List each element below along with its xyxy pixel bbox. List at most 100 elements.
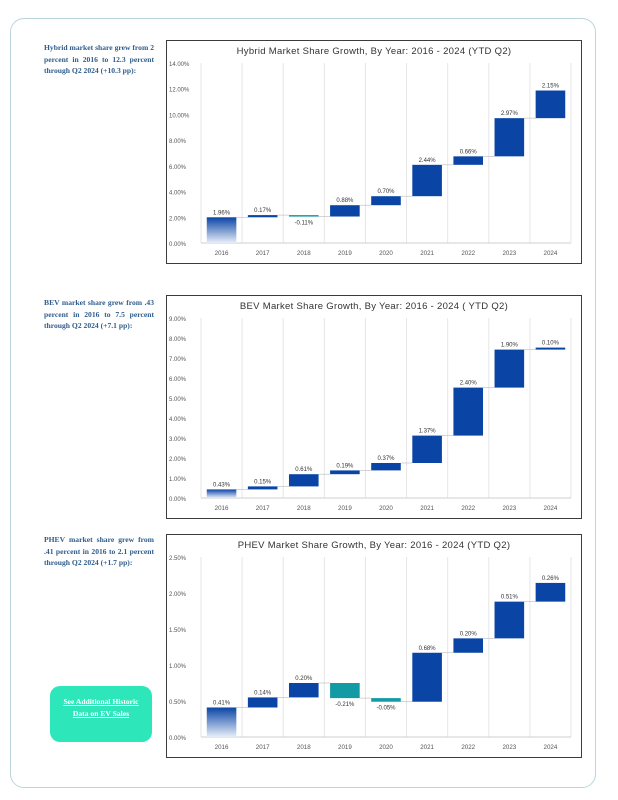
y-tick-label: 1.50% [169, 628, 187, 634]
bar-2016 [206, 707, 237, 737]
see-historic-data-label: See Additional Historic Data on EV Sales [63, 697, 139, 718]
bar-2017 [247, 697, 278, 708]
y-tick-label: 2.50% [169, 556, 187, 562]
y-tick-label: 2.00% [169, 592, 187, 598]
y-tick-label: 8.00% [169, 139, 187, 145]
data-label: 2.44% [419, 158, 437, 164]
bar-2022 [453, 638, 484, 653]
bar-2020 [371, 196, 401, 206]
y-tick-label: 4.00% [169, 417, 187, 423]
x-tick-label: 2022 [461, 744, 475, 751]
data-label: -0.21% [335, 702, 355, 708]
y-tick-label: 0.00% [169, 736, 187, 742]
bar-2018 [288, 215, 319, 217]
x-tick-label: 2016 [215, 250, 229, 257]
y-tick-label: 1.00% [169, 664, 187, 670]
y-tick-label: 2.00% [169, 457, 187, 463]
y-tick-label: 2.00% [169, 216, 187, 222]
data-label: 0.70% [377, 189, 395, 195]
data-label: 0.17% [254, 208, 272, 214]
x-tick-label: 2017 [256, 250, 270, 257]
bar-2019 [330, 470, 360, 475]
bev-chart-svg: BEV Market Share Growth, By Year: 2016 -… [169, 301, 572, 512]
bar-2023 [494, 349, 525, 388]
data-label: 0.19% [336, 463, 354, 469]
bar-2022 [453, 156, 484, 165]
data-label: 0.15% [254, 479, 272, 485]
data-label: 0.66% [460, 149, 478, 155]
x-tick-label: 2019 [338, 250, 352, 257]
bar-2021 [412, 652, 442, 702]
see-historic-data-button[interactable]: See Additional Historic Data on EV Sales [50, 686, 152, 742]
x-tick-label: 2019 [338, 505, 352, 512]
data-label: 0.41% [213, 700, 231, 706]
x-tick-label: 2023 [502, 744, 516, 751]
chart-title: Hybrid Market Share Growth, By Year: 201… [237, 46, 512, 57]
y-tick-label: 5.00% [169, 397, 187, 403]
x-tick-label: 2022 [461, 505, 475, 512]
x-tick-label: 2018 [297, 505, 311, 512]
x-tick-label: 2017 [256, 744, 270, 751]
phev-chart: PHEV Market Share Growth, By Year: 2016 … [166, 534, 582, 758]
bar-2024 [535, 90, 566, 119]
phev-chart-svg: PHEV Market Share Growth, By Year: 2016 … [169, 540, 572, 751]
y-tick-label: 6.00% [169, 165, 187, 171]
y-tick-label: 3.00% [169, 437, 187, 443]
bar-2020 [371, 698, 401, 702]
x-tick-label: 2023 [502, 250, 516, 257]
bar-2020 [371, 463, 401, 471]
data-label: 0.26% [542, 576, 560, 582]
x-tick-label: 2024 [544, 250, 558, 257]
x-tick-label: 2017 [256, 505, 270, 512]
data-label: 0.61% [295, 467, 313, 473]
chart-title: BEV Market Share Growth, By Year: 2016 -… [240, 301, 508, 312]
y-tick-label: 9.00% [169, 317, 187, 323]
bar-2019 [330, 205, 360, 217]
data-label: -0.05% [376, 706, 396, 712]
bev-summary-text: BEV market share grew from .43 percent i… [44, 298, 154, 330]
phev-summary-text: PHEV market share grew from .41 percent … [44, 535, 154, 567]
page-frame [10, 18, 596, 788]
data-label: 0.37% [377, 456, 395, 462]
x-tick-label: 2021 [420, 744, 434, 751]
y-tick-label: 8.00% [169, 337, 187, 343]
bar-2017 [247, 215, 278, 218]
y-tick-label: 12.00% [169, 88, 190, 94]
x-tick-label: 2021 [420, 505, 434, 512]
y-tick-label: 0.00% [169, 497, 187, 503]
data-label: 1.96% [213, 210, 231, 216]
hybrid-chart-svg: Hybrid Market Share Growth, By Year: 201… [169, 46, 572, 257]
bar-2023 [494, 601, 525, 639]
y-tick-label: 0.50% [169, 700, 187, 706]
x-tick-label: 2018 [297, 744, 311, 751]
data-label: 1.37% [419, 429, 437, 435]
x-tick-label: 2021 [420, 250, 434, 257]
chart-title: PHEV Market Share Growth, By Year: 2016 … [238, 540, 511, 551]
data-label: 2.97% [501, 111, 519, 117]
data-label: 2.40% [460, 381, 478, 387]
x-tick-label: 2016 [215, 505, 229, 512]
y-tick-label: 14.00% [169, 62, 190, 68]
bar-2016 [206, 489, 237, 498]
data-label: 1.90% [501, 343, 519, 349]
bar-2017 [247, 486, 278, 490]
y-tick-label: 0.00% [169, 242, 187, 248]
data-label: 0.43% [213, 482, 231, 488]
data-label: 0.20% [295, 676, 313, 682]
x-tick-label: 2020 [379, 250, 393, 257]
hybrid-summary-text: Hybrid market share grew from 2 percent … [44, 43, 154, 75]
y-tick-label: 1.00% [169, 477, 187, 483]
bar-2023 [494, 118, 525, 157]
bar-2021 [412, 164, 442, 197]
x-tick-label: 2022 [461, 250, 475, 257]
hybrid-chart: Hybrid Market Share Growth, By Year: 201… [166, 40, 582, 264]
data-label: 0.88% [336, 198, 354, 204]
bev-chart: BEV Market Share Growth, By Year: 2016 -… [166, 295, 582, 519]
data-label: 0.14% [254, 690, 272, 696]
y-tick-label: 10.00% [169, 113, 190, 119]
bar-2024 [535, 582, 566, 602]
bar-2018 [288, 474, 319, 487]
data-label: 0.20% [460, 631, 478, 637]
x-tick-label: 2016 [215, 744, 229, 751]
bar-2022 [453, 387, 484, 436]
